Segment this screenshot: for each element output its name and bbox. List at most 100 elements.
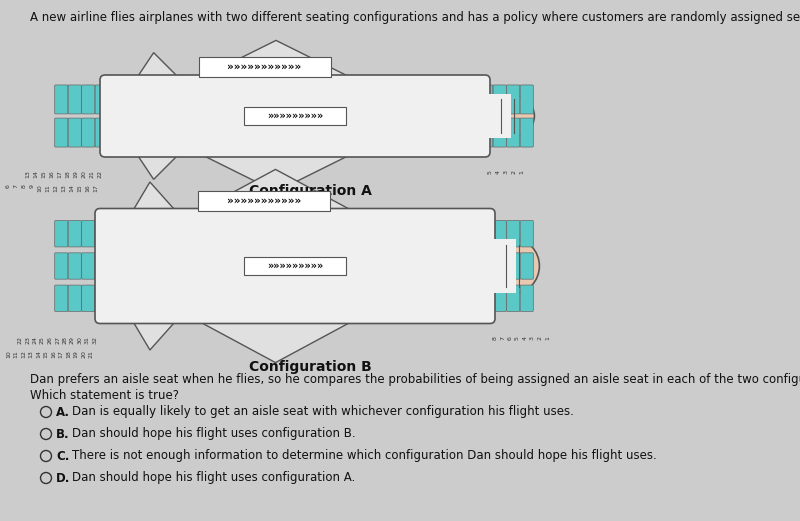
Text: 11: 11 — [14, 351, 18, 358]
FancyBboxPatch shape — [345, 118, 358, 147]
FancyBboxPatch shape — [95, 220, 108, 247]
Text: 9: 9 — [30, 184, 34, 188]
FancyBboxPatch shape — [386, 85, 398, 114]
FancyBboxPatch shape — [466, 118, 479, 147]
FancyBboxPatch shape — [100, 75, 490, 157]
FancyBboxPatch shape — [412, 253, 426, 279]
FancyBboxPatch shape — [439, 253, 452, 279]
FancyBboxPatch shape — [82, 285, 94, 312]
Text: 2: 2 — [511, 170, 517, 174]
Polygon shape — [135, 53, 181, 80]
FancyBboxPatch shape — [136, 85, 149, 114]
FancyBboxPatch shape — [345, 220, 358, 247]
FancyBboxPatch shape — [68, 118, 82, 147]
FancyBboxPatch shape — [331, 85, 344, 114]
Text: 20: 20 — [82, 170, 86, 178]
FancyBboxPatch shape — [82, 220, 94, 247]
Text: 14: 14 — [70, 184, 74, 192]
FancyBboxPatch shape — [412, 220, 426, 247]
Text: Which statement is true?: Which statement is true? — [30, 389, 179, 402]
FancyBboxPatch shape — [162, 118, 176, 147]
FancyBboxPatch shape — [95, 85, 108, 114]
FancyBboxPatch shape — [318, 85, 331, 114]
FancyBboxPatch shape — [244, 253, 257, 279]
FancyBboxPatch shape — [426, 285, 438, 312]
FancyBboxPatch shape — [149, 253, 162, 279]
FancyBboxPatch shape — [270, 285, 284, 312]
FancyBboxPatch shape — [304, 253, 318, 279]
Polygon shape — [135, 152, 181, 179]
FancyBboxPatch shape — [520, 85, 534, 114]
Text: 3: 3 — [503, 170, 509, 174]
FancyBboxPatch shape — [68, 253, 82, 279]
FancyBboxPatch shape — [345, 85, 358, 114]
Text: Dan prefers an aisle seat when he flies, so he compares the probabilities of bei: Dan prefers an aisle seat when he flies,… — [30, 373, 800, 386]
Text: Dan is equally likely to get an aisle seat with whichever configuration his flig: Dan is equally likely to get an aisle se… — [72, 405, 574, 418]
FancyBboxPatch shape — [304, 118, 318, 147]
FancyBboxPatch shape — [466, 85, 479, 114]
FancyBboxPatch shape — [190, 85, 203, 114]
Text: »»»»»»»»»»»: »»»»»»»»»»» — [226, 195, 301, 205]
FancyBboxPatch shape — [466, 253, 479, 279]
Polygon shape — [194, 169, 358, 214]
FancyBboxPatch shape — [203, 253, 216, 279]
FancyBboxPatch shape — [190, 220, 203, 247]
FancyBboxPatch shape — [109, 85, 122, 114]
FancyBboxPatch shape — [136, 253, 149, 279]
Text: 22: 22 — [18, 337, 22, 344]
FancyBboxPatch shape — [466, 285, 479, 312]
Text: 5: 5 — [487, 170, 493, 174]
Text: Configuration B: Configuration B — [249, 361, 371, 375]
FancyBboxPatch shape — [386, 118, 398, 147]
FancyBboxPatch shape — [122, 118, 135, 147]
Text: 20: 20 — [81, 351, 86, 358]
FancyBboxPatch shape — [304, 85, 318, 114]
FancyBboxPatch shape — [230, 285, 243, 312]
FancyBboxPatch shape — [95, 285, 108, 312]
FancyBboxPatch shape — [176, 85, 190, 114]
FancyBboxPatch shape — [217, 285, 230, 312]
FancyBboxPatch shape — [412, 118, 426, 147]
FancyBboxPatch shape — [270, 118, 284, 147]
FancyBboxPatch shape — [480, 118, 493, 147]
FancyBboxPatch shape — [122, 285, 135, 312]
FancyBboxPatch shape — [136, 285, 149, 312]
FancyBboxPatch shape — [426, 85, 438, 114]
Text: 3: 3 — [530, 337, 535, 341]
Text: 13: 13 — [26, 170, 30, 178]
FancyBboxPatch shape — [258, 85, 270, 114]
Text: Dan should hope his flight uses configuration B.: Dan should hope his flight uses configur… — [72, 428, 356, 440]
FancyBboxPatch shape — [176, 285, 190, 312]
Polygon shape — [196, 152, 356, 192]
FancyBboxPatch shape — [54, 220, 68, 247]
FancyBboxPatch shape — [398, 285, 412, 312]
Text: 24: 24 — [33, 337, 38, 344]
FancyBboxPatch shape — [398, 253, 412, 279]
FancyBboxPatch shape — [54, 118, 68, 147]
Text: 30: 30 — [78, 337, 82, 344]
FancyBboxPatch shape — [244, 285, 257, 312]
Ellipse shape — [482, 94, 534, 138]
Text: 21: 21 — [90, 170, 94, 178]
Text: 7: 7 — [14, 184, 18, 188]
FancyBboxPatch shape — [520, 285, 534, 312]
Text: 1: 1 — [519, 170, 525, 174]
Text: 4: 4 — [495, 170, 501, 174]
FancyBboxPatch shape — [109, 220, 122, 247]
FancyBboxPatch shape — [480, 220, 493, 247]
FancyBboxPatch shape — [453, 118, 466, 147]
FancyBboxPatch shape — [304, 220, 318, 247]
FancyBboxPatch shape — [244, 257, 346, 275]
Text: 15: 15 — [42, 170, 46, 178]
FancyBboxPatch shape — [217, 85, 230, 114]
FancyBboxPatch shape — [149, 285, 162, 312]
FancyBboxPatch shape — [258, 253, 270, 279]
Text: B.: B. — [56, 428, 70, 440]
FancyBboxPatch shape — [304, 285, 318, 312]
FancyBboxPatch shape — [386, 253, 398, 279]
FancyBboxPatch shape — [270, 253, 284, 279]
FancyBboxPatch shape — [136, 220, 149, 247]
Text: 18: 18 — [66, 170, 70, 178]
FancyBboxPatch shape — [95, 118, 108, 147]
FancyBboxPatch shape — [493, 253, 506, 279]
